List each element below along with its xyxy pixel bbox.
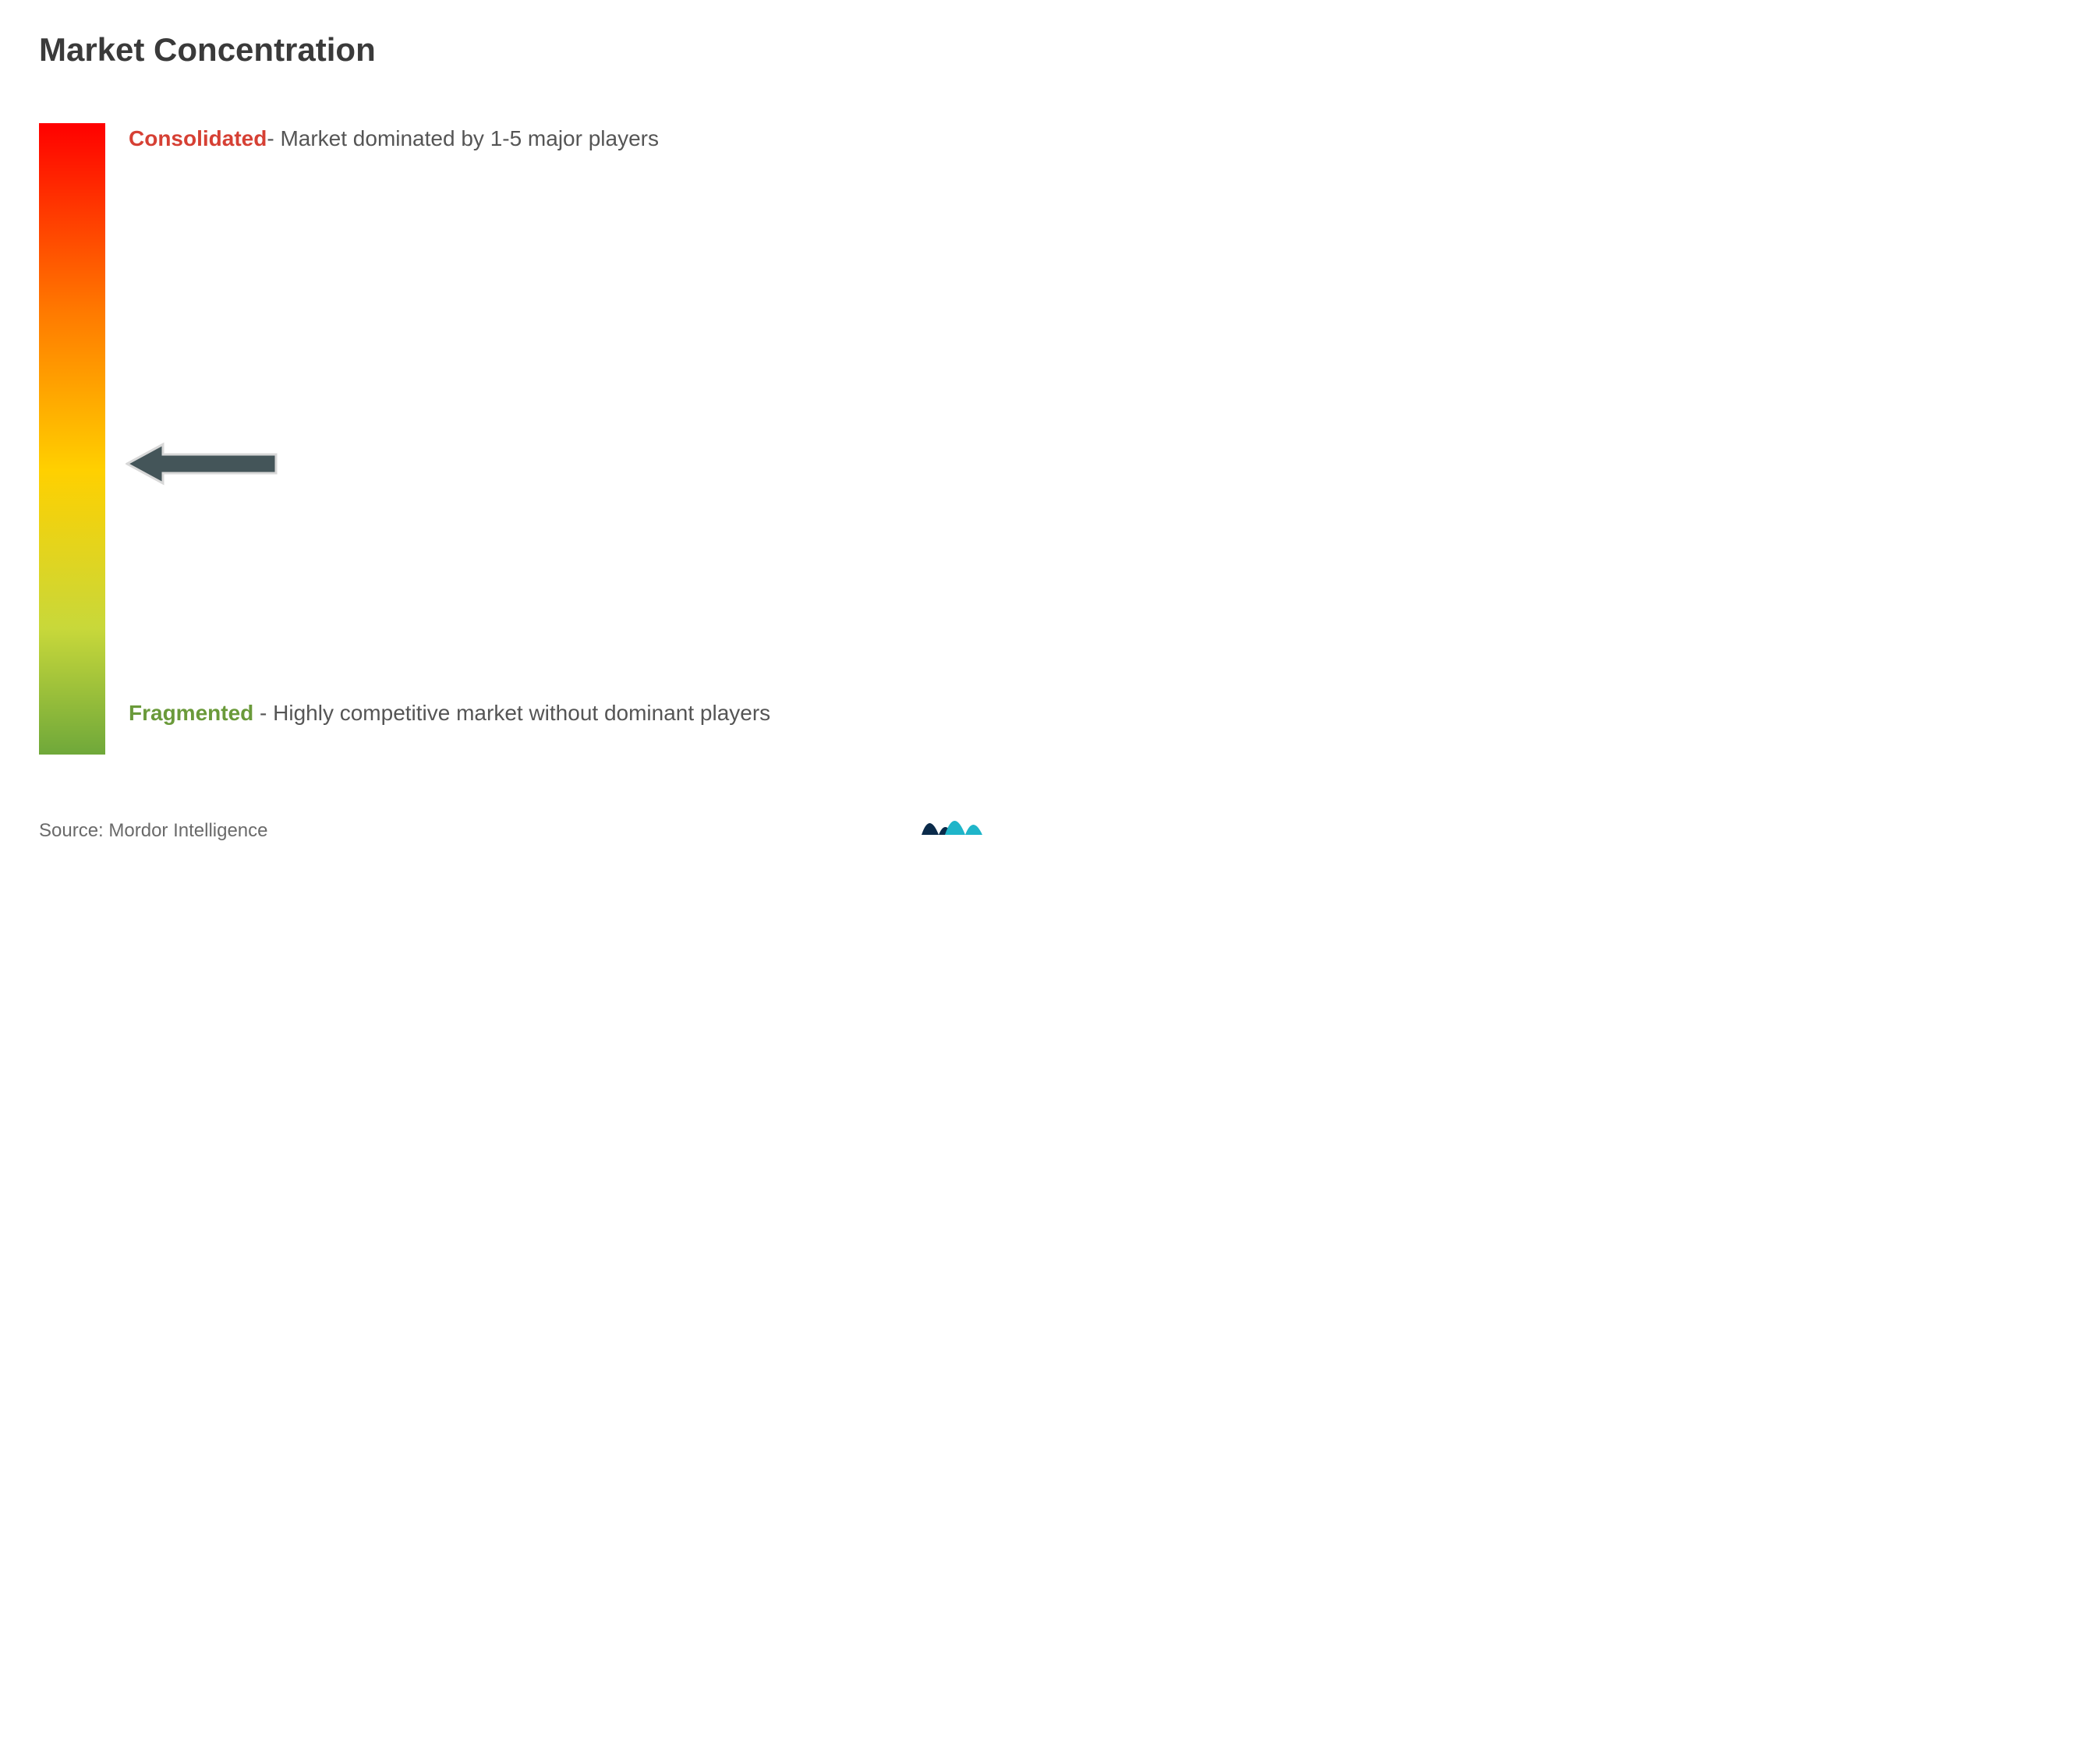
consolidated-label: Consolidated- Market dominated by 1-5 ma… bbox=[129, 123, 659, 154]
consolidated-description: - Market dominated by 1-5 major players bbox=[267, 126, 659, 150]
fragmented-label: Fragmented - Highly competitive market w… bbox=[129, 694, 959, 733]
source-value: Mordor Intelligence bbox=[108, 820, 267, 841]
chart-title: Market Concentration bbox=[31, 31, 998, 69]
mordor-logo-icon bbox=[920, 801, 990, 847]
indicator-arrow bbox=[126, 441, 278, 490]
labels-area: Consolidated- Market dominated by 1-5 ma… bbox=[129, 123, 998, 755]
source-label: Source: bbox=[39, 820, 108, 841]
concentration-gradient-bar bbox=[39, 123, 105, 755]
fragmented-highlight: Fragmented bbox=[129, 701, 253, 725]
gradient-svg bbox=[39, 123, 105, 755]
chart-body: Consolidated- Market dominated by 1-5 ma… bbox=[31, 123, 998, 755]
source-attribution: Source: Mordor Intelligence bbox=[39, 820, 268, 842]
market-concentration-chart: Market Concentration Consolidated- Ma bbox=[31, 31, 998, 850]
arrow-icon bbox=[126, 441, 278, 486]
consolidated-highlight: Consolidated bbox=[129, 126, 267, 150]
fragmented-description: - Highly competitive market without domi… bbox=[253, 701, 770, 725]
